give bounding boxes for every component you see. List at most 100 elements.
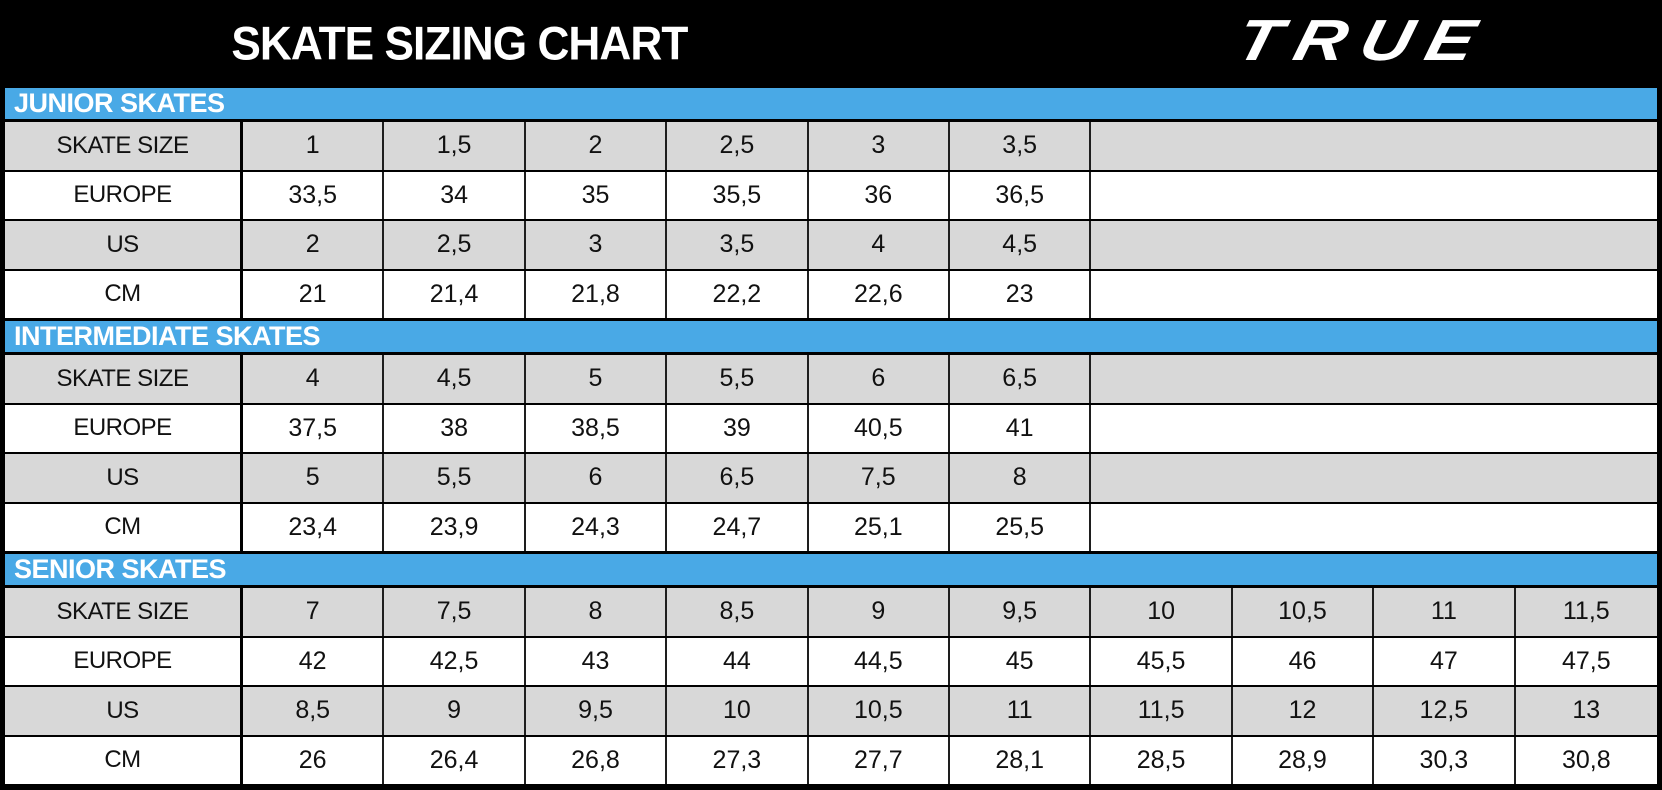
value-cell: 26 — [243, 736, 385, 784]
value-cell: 22,6 — [808, 270, 950, 318]
value-cell: 10,5 — [1232, 588, 1375, 636]
section-header-intermediate-skates: INTERMEDIATE SKATES — [5, 318, 1657, 355]
value-cell: 44,5 — [808, 637, 950, 685]
value-cell: 34 — [384, 171, 526, 219]
value-cell: 27,3 — [667, 736, 809, 784]
value-cell: 1 — [243, 122, 385, 170]
value-cell: 2 — [243, 221, 385, 269]
value-cell: 10,5 — [808, 687, 950, 735]
value-cell: 8,5 — [667, 588, 809, 636]
value-cell: 38,5 — [525, 404, 668, 452]
table-row-skate-size: SKATE SIZE 7 7,5 8 8,5 9 9,5 10 10,5 11 11,5 — [5, 588, 1657, 638]
value-cell: 30,3 — [1374, 736, 1516, 784]
row-label: US — [5, 454, 243, 502]
value-cell: 8,5 — [243, 687, 385, 735]
row-label: CM — [5, 503, 243, 551]
value-cell: 35 — [525, 171, 668, 219]
value-cell: 24,3 — [525, 503, 668, 551]
value-cell: 25,5 — [949, 503, 1092, 551]
value-cell: 21,8 — [525, 270, 668, 318]
value-cell: 36,5 — [949, 171, 1092, 219]
value-cell: 42 — [243, 637, 385, 685]
value-cell: 44 — [667, 637, 809, 685]
value-cell: 30,8 — [1515, 736, 1657, 784]
table-row-europe: EUROPE 42 42,5 43 44 44,5 45 45,5 46 47 47,5 — [5, 637, 1657, 687]
table-row-cm: CM 21 21,4 21,8 22,2 22,6 23 — [5, 270, 1657, 318]
value-cell: 6,5 — [667, 454, 809, 502]
value-cell: 9,5 — [525, 687, 668, 735]
value-cell: 23,9 — [384, 503, 526, 551]
value-cell: 5 — [525, 355, 668, 403]
value-cell: 23,4 — [243, 503, 385, 551]
value-cell: 26,8 — [525, 736, 668, 784]
value-cell: 28,9 — [1232, 736, 1375, 784]
value-cell: 5,5 — [667, 355, 809, 403]
value-cell: 28,5 — [1091, 736, 1233, 784]
value-cell: 4,5 — [949, 221, 1092, 269]
empty-cell — [1091, 270, 1657, 318]
value-cell: 3,5 — [949, 122, 1092, 170]
value-cell: 6 — [808, 355, 950, 403]
true-brand-logo: TRUE — [1229, 7, 1498, 73]
value-cell: 25,1 — [808, 503, 950, 551]
value-cell: 26,4 — [384, 736, 526, 784]
value-cell: 38 — [384, 404, 526, 452]
value-cell: 12,5 — [1374, 687, 1516, 735]
value-cell: 47 — [1374, 637, 1516, 685]
value-cell: 21,4 — [384, 270, 526, 318]
value-cell: 4,5 — [384, 355, 526, 403]
page-title: SKATE SIZING CHART — [231, 16, 688, 69]
empty-cell — [1091, 404, 1657, 452]
value-cell: 2,5 — [667, 122, 809, 170]
value-cell: 13 — [1515, 687, 1657, 735]
value-cell: 40,5 — [808, 404, 950, 452]
table-row-cm: CM 26 26,4 26,8 27,3 27,7 28,1 28,5 28,9 30,3 30,8 — [5, 736, 1657, 784]
title-bar: SKATE SIZING CHART TRUE — [5, 0, 1657, 85]
value-cell: 36 — [808, 171, 950, 219]
value-cell: 42,5 — [384, 637, 526, 685]
table-row-us: US 5 5,5 6 6,5 7,5 8 — [5, 454, 1657, 504]
value-cell: 5,5 — [384, 454, 526, 502]
value-cell: 9 — [384, 687, 526, 735]
value-cell: 9,5 — [949, 588, 1092, 636]
value-cell: 23 — [949, 270, 1092, 318]
row-label: EUROPE — [5, 404, 243, 452]
value-cell: 3 — [808, 122, 950, 170]
empty-cell — [1091, 503, 1657, 551]
value-cell: 27,7 — [808, 736, 950, 784]
value-cell: 4 — [808, 221, 950, 269]
value-cell: 11,5 — [1091, 687, 1233, 735]
value-cell: 21 — [243, 270, 385, 318]
value-cell: 37,5 — [243, 404, 385, 452]
section-header-junior-skates: JUNIOR SKATES — [5, 85, 1657, 122]
value-cell: 11 — [1374, 588, 1516, 636]
row-label: US — [5, 221, 243, 269]
row-label: CM — [5, 270, 243, 318]
value-cell: 6,5 — [949, 355, 1092, 403]
empty-cell — [1091, 122, 1657, 170]
value-cell: 2 — [525, 122, 668, 170]
row-label: SKATE SIZE — [5, 588, 243, 636]
row-label: SKATE SIZE — [5, 355, 243, 403]
value-cell: 28,1 — [949, 736, 1092, 784]
value-cell: 22,2 — [667, 270, 809, 318]
value-cell: 35,5 — [667, 171, 809, 219]
value-cell: 3 — [525, 221, 668, 269]
value-cell: 3,5 — [667, 221, 809, 269]
section-senior-skates: SENIOR SKATES SKATE SIZE 7 7,5 8 8,5 9 9,5 10 10,… — [5, 551, 1657, 784]
table-row-cm: CM 23,4 23,9 24,3 24,7 25,1 25,5 — [5, 503, 1657, 551]
value-cell: 45 — [949, 637, 1092, 685]
value-cell: 11,5 — [1515, 588, 1657, 636]
empty-cell — [1091, 454, 1657, 502]
value-cell: 7,5 — [808, 454, 950, 502]
value-cell: 43 — [525, 637, 668, 685]
value-cell: 47,5 — [1515, 637, 1657, 685]
section-junior-skates: JUNIOR SKATES SKATE SIZE 1 1,5 2 2,5 3 3,5 EUROP… — [5, 85, 1657, 318]
value-cell: 5 — [243, 454, 385, 502]
section-intermediate-skates: INTERMEDIATE SKATES SKATE SIZE 4 4,5 5 5,5 6 6,… — [5, 318, 1657, 551]
value-cell: 7 — [243, 588, 385, 636]
value-cell: 45,5 — [1091, 637, 1233, 685]
row-label: US — [5, 687, 243, 735]
value-cell: 8 — [949, 454, 1092, 502]
